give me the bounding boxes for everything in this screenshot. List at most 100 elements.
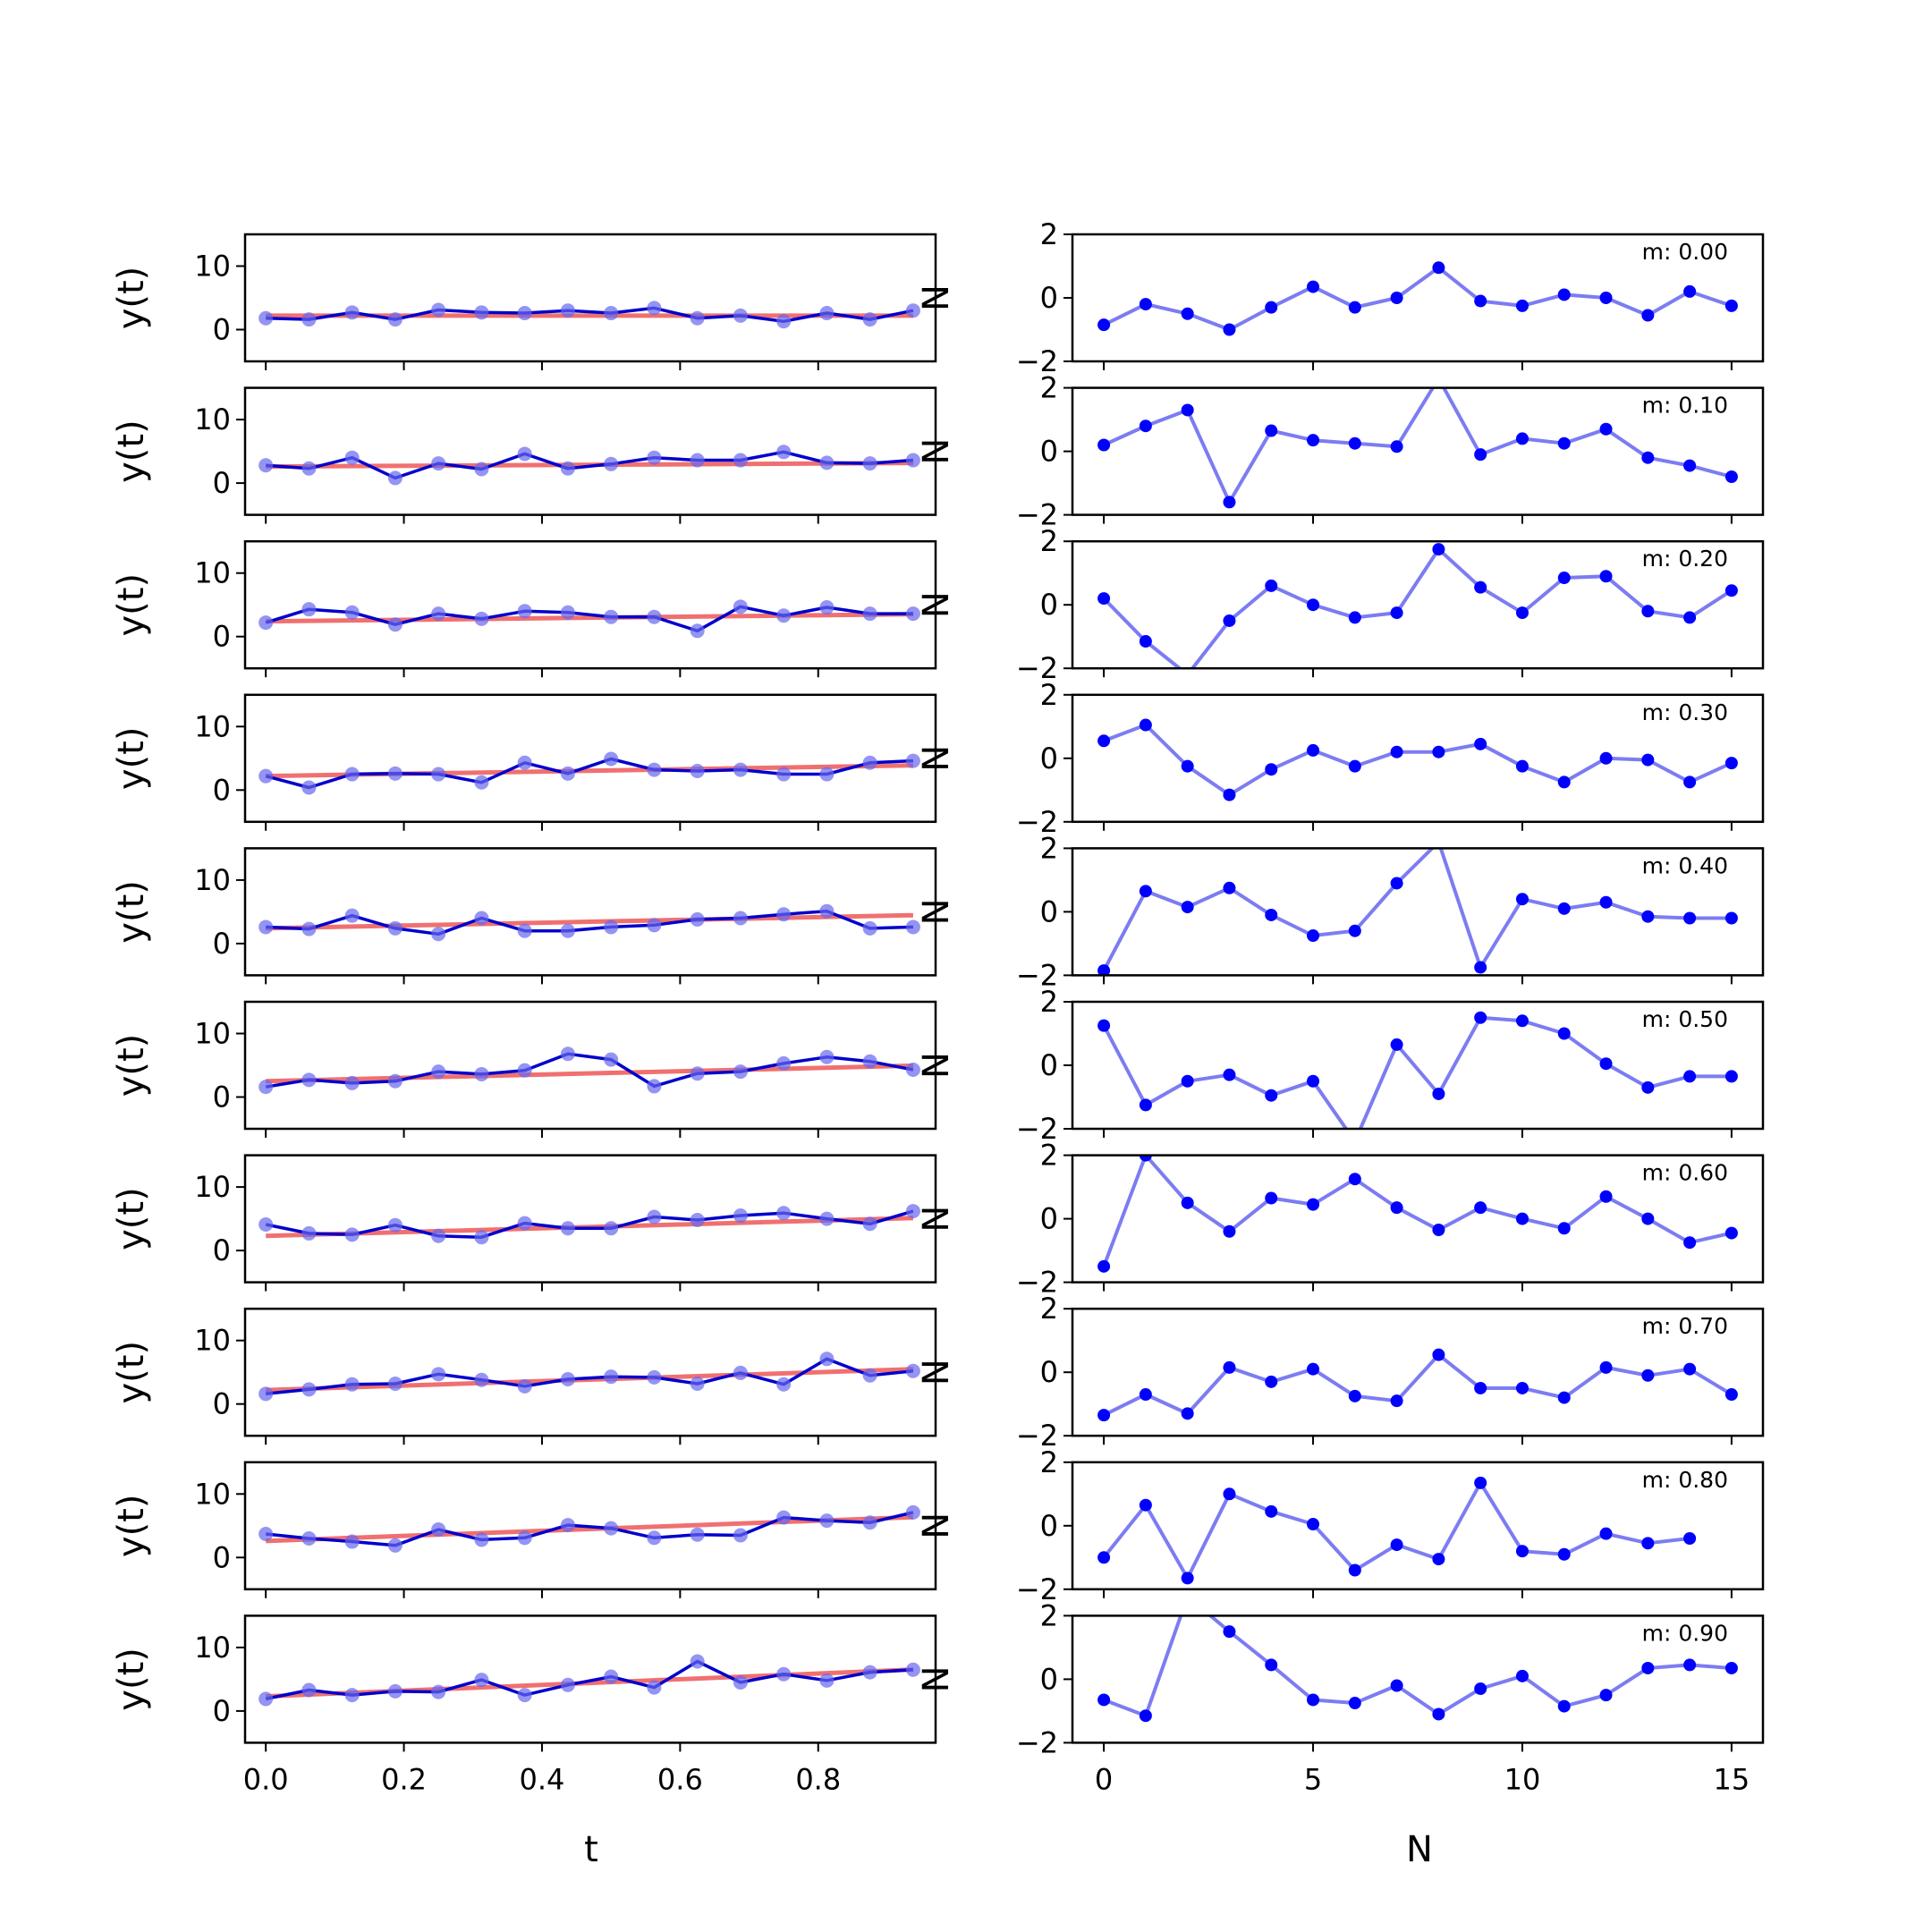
data-point [862,1368,877,1383]
residual-point [1432,1348,1445,1361]
residual-plot-area [1097,1348,1738,1422]
residual-point [1223,1625,1236,1639]
residual-point [1223,788,1236,801]
y-axis-label: N [916,745,957,772]
residual-point [1348,759,1361,773]
residual-point [1474,1201,1487,1215]
residual-point [1181,1572,1194,1585]
slope-annotation: m: 0.80 [1642,1467,1728,1493]
residual-point [1599,751,1613,765]
data-point [862,755,877,770]
residual-point [1599,1360,1613,1374]
data-point [258,458,274,473]
data-point [431,456,446,471]
residual-plot-area [1097,1476,1697,1585]
residual-point [1599,292,1613,304]
axes-frame [243,1000,937,1131]
residual-point [1390,1679,1403,1692]
data-point [604,1221,619,1236]
residual-line [1102,1015,1732,1129]
data-point [905,453,920,468]
residual-point [1474,448,1487,462]
data-point [776,1206,792,1221]
residual-point [1641,1537,1655,1550]
slope-annotation: m: 0.00 [1642,239,1728,265]
y-tick-label: 10 [194,556,231,590]
data-point [690,1213,705,1228]
axes-frame [243,1614,937,1744]
y-tick-label: 10 [194,1324,231,1358]
residual-point [1724,1388,1738,1402]
residual-point [1307,598,1320,612]
panel-row-7: 0 10 y(t) −2 0 2 m: 0.70 N [111,1292,1765,1453]
data-point [733,308,748,323]
panel-row-8: 0 10 y(t) −2 0 2 m: 0.80 N [111,1445,1765,1606]
y-axis-label: y(t) [111,573,152,637]
residual-plot-area [1097,718,1738,801]
fit-line [266,1063,913,1084]
y-axis-label: N [916,438,957,465]
left-subplot: 0 10 0.0 0.2 0.4 0.6 0.8 y(t) [111,1614,937,1796]
series-line [266,909,913,936]
series-line [265,1209,914,1239]
data-point [690,1527,705,1542]
data-point [604,751,619,767]
residual-point [1139,1155,1152,1162]
data-point [344,1075,360,1090]
x-tick-label: 15 [1714,1762,1750,1796]
right-subplot: −2 0 2 m: 0.50 N [916,985,1765,1146]
right-subplot: −2 0 2 m: 0.30 N [916,678,1765,839]
residual-point [1265,1191,1278,1205]
y-axis-label: N [916,284,957,311]
residual-point [1683,1532,1697,1545]
panel-row-3: 0 10 y(t) −2 0 2 m: 0.30 N [111,678,1765,839]
y-axis-label: N [916,591,957,618]
residual-point [1348,1563,1361,1577]
data-point [819,600,835,615]
data-point [819,767,835,782]
data-point [387,1376,402,1391]
data-point [560,1518,575,1533]
data-point [474,611,489,626]
data-point [517,1063,532,1078]
data-point [604,1052,619,1067]
residual-plot-area [1097,543,1738,669]
y-tick-label: 0 [213,1540,231,1574]
y-tick-label: 0 [1040,894,1058,928]
axes-frame [243,1154,937,1284]
data-point [819,1049,835,1064]
residual-point [1683,1236,1697,1250]
residual-point [1724,1661,1738,1674]
residual-point [1683,1658,1697,1672]
residual-point [1139,1098,1152,1112]
axes-frame [243,1307,937,1437]
data-point [560,461,575,476]
residual-point [1265,763,1278,776]
residual-point [1223,1224,1236,1238]
data-point [431,1367,446,1382]
residual-point [1557,1699,1571,1713]
data-point [905,919,920,935]
residual-point [1557,288,1571,301]
right-subplot: −2 0 2 m: 0.10 N [916,371,1765,532]
y-tick-label: −2 [1016,958,1058,992]
residual-point [1097,964,1111,976]
data-point [258,919,274,935]
data-point [344,1227,360,1242]
data-point [431,927,446,942]
right-subplot: −2 0 2 m: 0.80 N [916,1445,1765,1606]
axes-frame [243,1461,937,1591]
residual-point [1181,307,1194,320]
data-point [431,1684,446,1699]
data-point [301,1531,317,1546]
data-point [819,306,835,321]
residual-point [1265,301,1278,314]
residual-point [1139,1709,1152,1723]
data-point [344,1534,360,1549]
y-tick-label: 10 [194,402,231,436]
left-subplot: 0 10 y(t) [111,1000,937,1138]
y-tick-label: 0 [213,1387,231,1421]
residual-point [1139,1498,1152,1512]
left-subplot: 0 10 y(t) [111,1461,937,1598]
data-point [819,1211,835,1226]
